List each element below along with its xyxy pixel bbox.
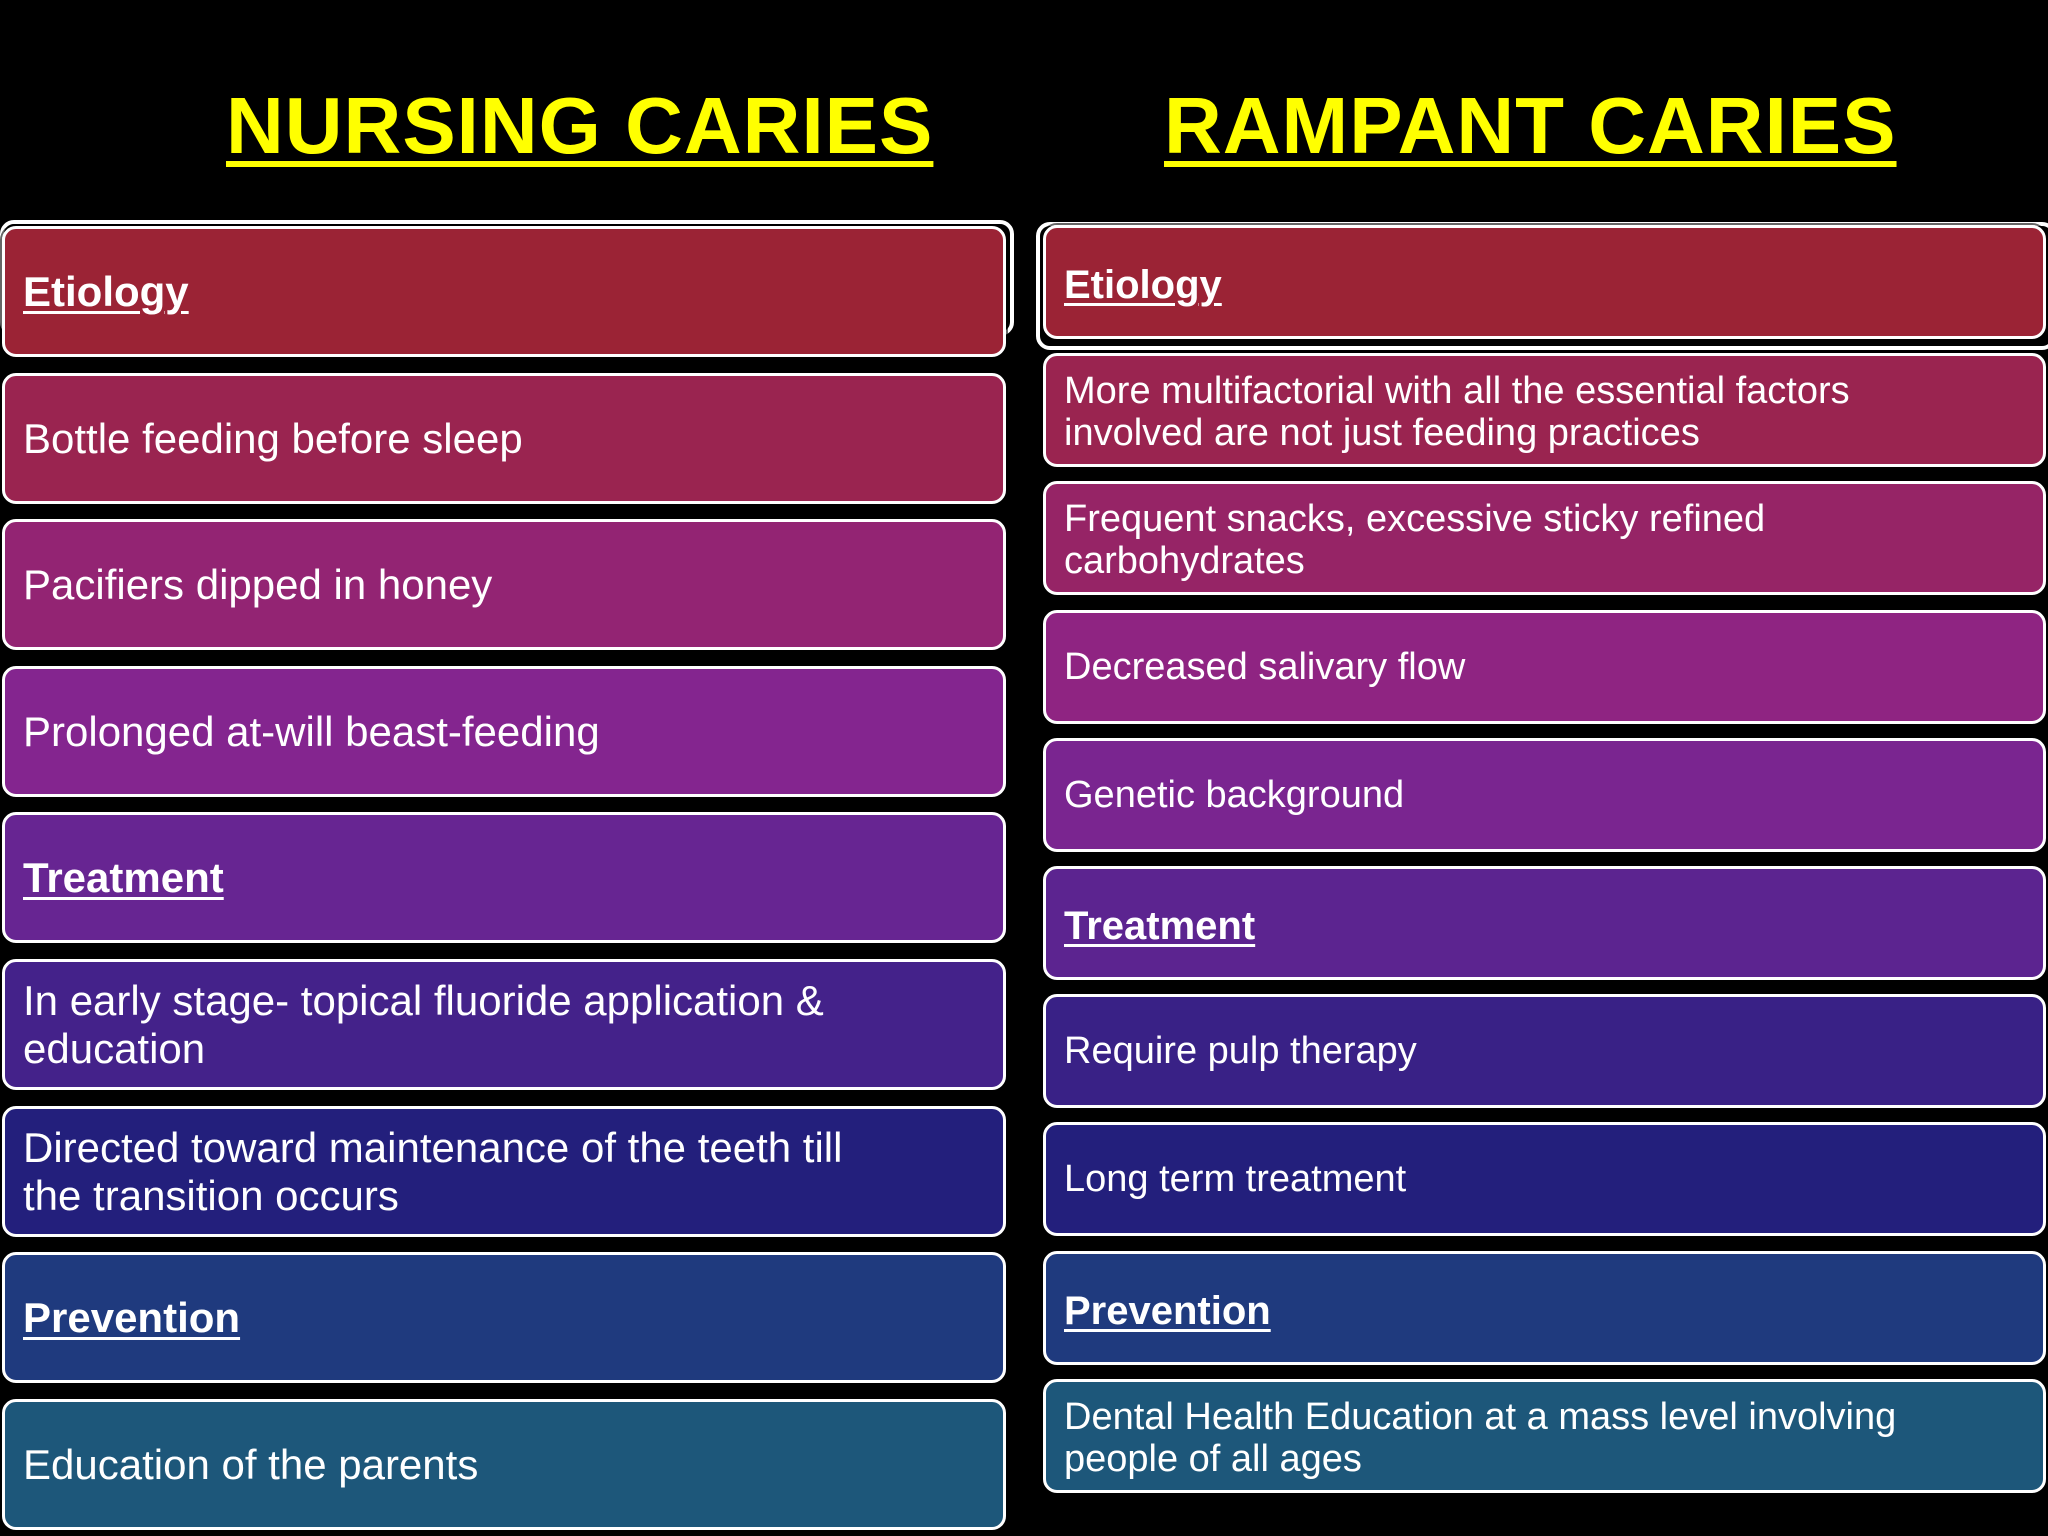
section-title: Treatment: [1064, 904, 1256, 948]
rampant-caries-heading: RAMPANT CARIES: [1164, 81, 1897, 170]
left-section-header: Prevention: [2, 1252, 1006, 1383]
item-text: Long term treatment: [1064, 1158, 1407, 1200]
section-title: Etiology: [23, 267, 189, 315]
item-text: Directed toward maintenance of the teeth…: [23, 1123, 843, 1219]
left-list-item: Education of the parents: [2, 1399, 1006, 1530]
item-text: Decreased salivary flow: [1064, 646, 1466, 688]
item-text: Require pulp therapy: [1064, 1030, 1417, 1072]
item-text: Pacifiers dipped in honey: [23, 560, 493, 608]
right-list-item: Require pulp therapy: [1043, 994, 2046, 1108]
left-list-item: Directed toward maintenance of the teeth…: [2, 1106, 1006, 1237]
item-text: Prolonged at-will beast-feeding: [23, 707, 600, 755]
section-title: Prevention: [1064, 1289, 1271, 1333]
right-section-header: Prevention: [1043, 1251, 2046, 1365]
item-text: Education of the parents: [23, 1440, 479, 1488]
left-list-item: Prolonged at-will beast-feeding: [2, 666, 1006, 797]
left-list-item: Pacifiers dipped in honey: [2, 519, 1006, 650]
right-section-header: Treatment: [1043, 866, 2046, 980]
item-text: Bottle feeding before sleep: [23, 414, 523, 462]
item-text: Frequent snacks, excessive sticky refine…: [1064, 498, 1766, 582]
right-list-item: Genetic background: [1043, 738, 2046, 852]
left-section-header: Treatment: [2, 812, 1006, 943]
section-title: Treatment: [23, 853, 224, 901]
left-list-item: In early stage- topical fluoride applica…: [2, 959, 1006, 1090]
right-list-item: Dental Health Education at a mass level …: [1043, 1379, 2046, 1493]
section-title: Prevention: [23, 1293, 241, 1341]
item-text: Genetic background: [1064, 774, 1405, 816]
section-title: Etiology: [1064, 263, 1222, 307]
right-section-header: Etiology: [1043, 225, 2046, 339]
nursing-caries-heading: NURSING CARIES: [226, 81, 934, 170]
right-list-item: Decreased salivary flow: [1043, 610, 2046, 724]
right-column-frame: [1036, 222, 2048, 350]
item-text: More multifactorial with all the essenti…: [1064, 370, 1850, 454]
item-text: In early stage- topical fluoride applica…: [23, 976, 824, 1072]
left-list-item: Bottle feeding before sleep: [2, 373, 1006, 504]
left-section-header: Etiology: [2, 226, 1006, 357]
right-list-item: Long term treatment: [1043, 1122, 2046, 1236]
right-list-item: More multifactorial with all the essenti…: [1043, 353, 2046, 467]
item-text: Dental Health Education at a mass level …: [1064, 1396, 1897, 1480]
right-list-item: Frequent snacks, excessive sticky refine…: [1043, 481, 2046, 595]
